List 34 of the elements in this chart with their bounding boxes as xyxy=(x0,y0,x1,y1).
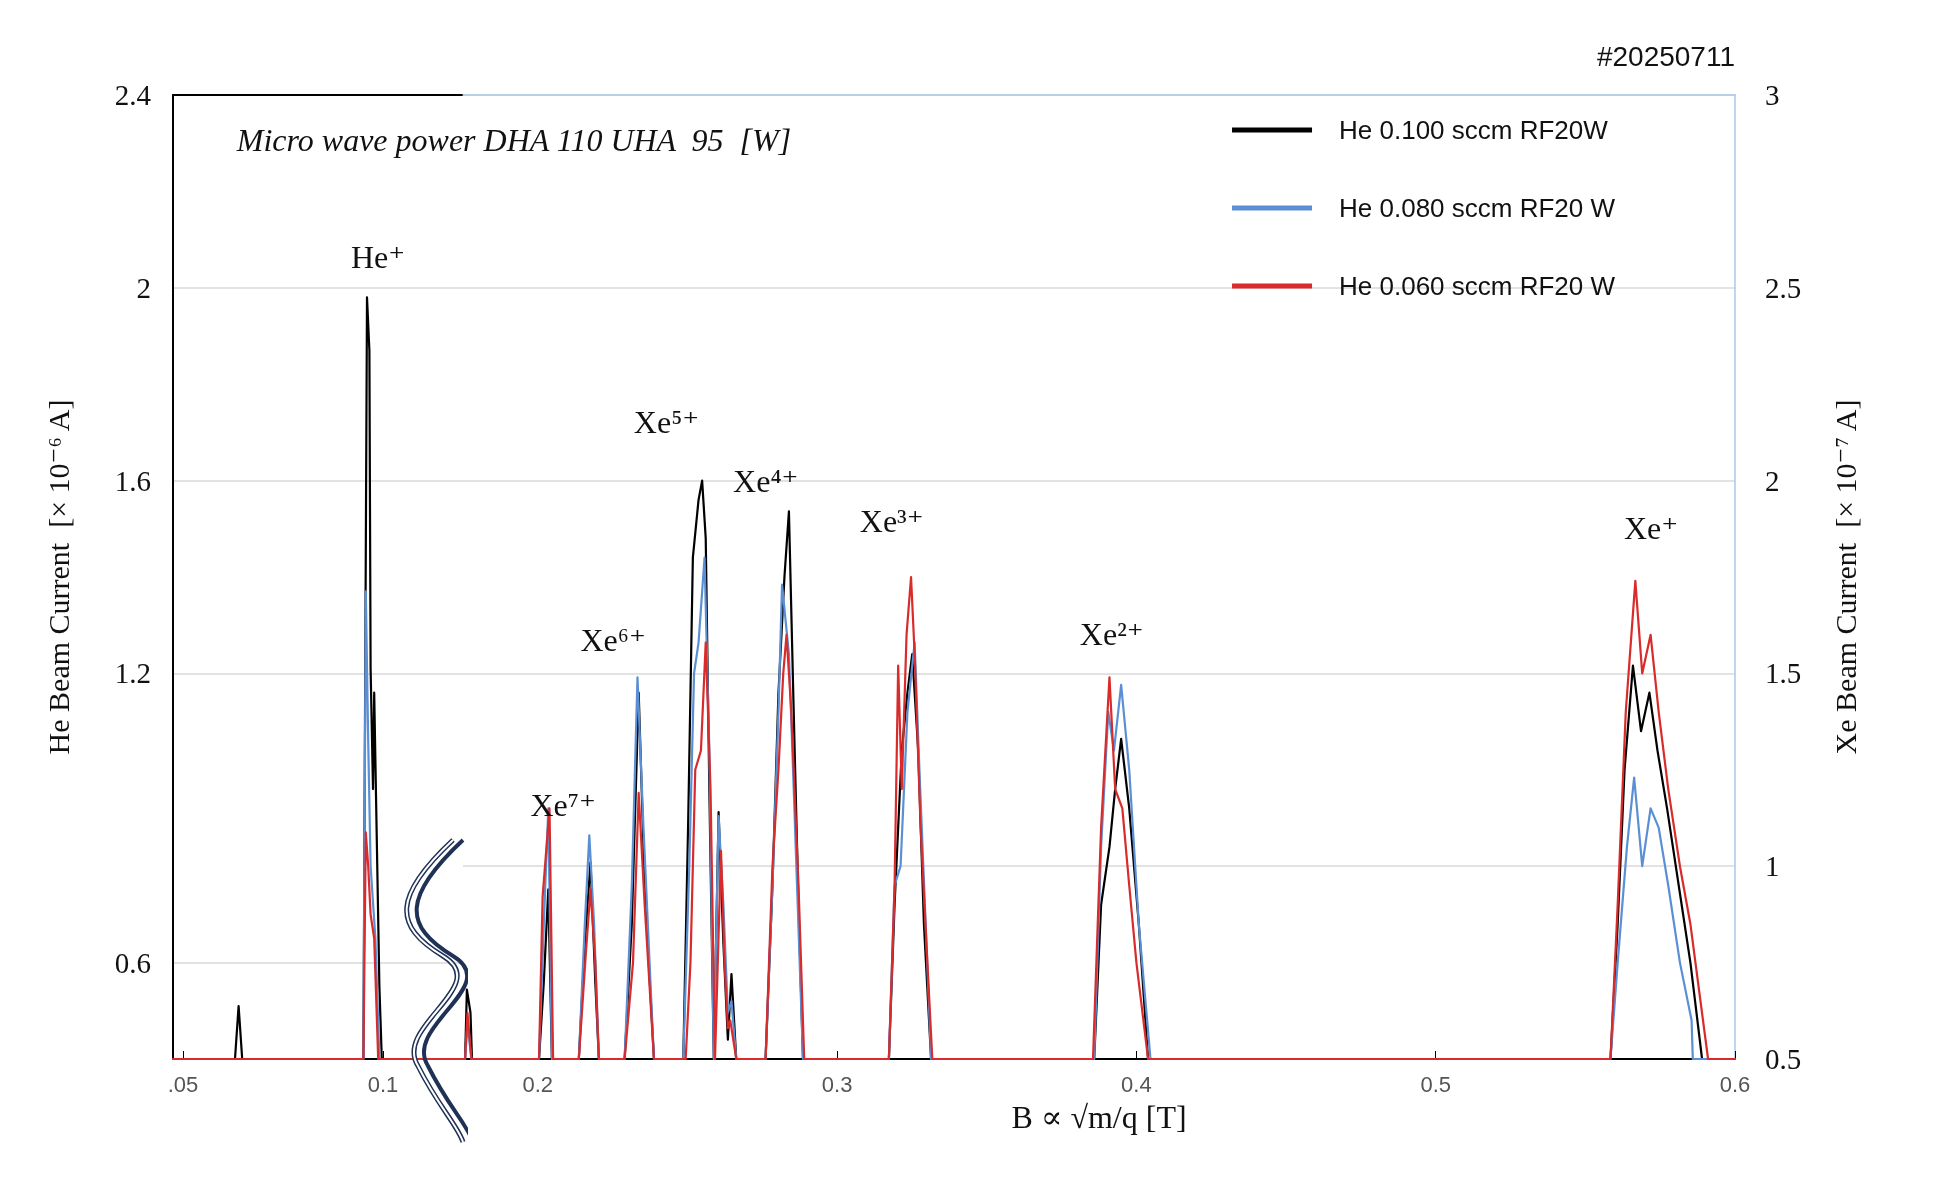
y-tick-label: 2.4 xyxy=(114,79,152,111)
x-tick-label: 0.6 xyxy=(1719,1071,1751,1097)
annotation: Xe⁺ xyxy=(1623,510,1679,546)
x-axis-title: B ∝ √m/q [T] xyxy=(1011,1099,1187,1135)
x-tick-label: 0.5 xyxy=(1420,1071,1451,1097)
annotation: Xe⁶⁺ xyxy=(580,622,646,658)
y2-axis-title: Xe Beam Current [× 10⁻⁷ A] xyxy=(1828,399,1862,755)
y2-tick-label: 0.5 xyxy=(1765,1043,1802,1075)
legend-label: He 0.100 sccm RF20W xyxy=(1339,115,1609,145)
y2-tick-label: 2 xyxy=(1765,464,1780,497)
annotation: Xe²⁺ xyxy=(1079,616,1144,652)
y-tick-label: 1.2 xyxy=(114,657,151,690)
y2-tick-label: 2.5 xyxy=(1765,271,1802,304)
x-tick-label: 0.2 xyxy=(522,1071,554,1097)
x-tick-label: 0.4 xyxy=(1121,1071,1152,1097)
x-tick-label: 0.3 xyxy=(821,1071,853,1097)
y2-tick-label: 1 xyxy=(1765,850,1780,883)
annotation: Xe⁴⁺ xyxy=(733,463,799,499)
y2-tick-label: 3 xyxy=(1765,79,1780,111)
y2-tick-label: 1.5 xyxy=(1765,657,1802,690)
annotation: Xe³⁺ xyxy=(859,503,924,539)
y-tick-label: 0.6 xyxy=(114,946,151,979)
annotation: He⁺ xyxy=(350,239,406,275)
annotation: Xe⁷⁺ xyxy=(530,787,596,823)
annotation: Xe⁵⁺ xyxy=(633,404,700,440)
text: #20250711 xyxy=(1596,40,1735,72)
y-tick-label: 1.6 xyxy=(114,464,151,497)
legend-label: He 0.060 sccm RF20 W xyxy=(1339,271,1616,301)
x-tick-label: 0.1 xyxy=(367,1071,399,1097)
annotation: Micro wave power DHA 110 UHA 95 [W] xyxy=(235,122,792,158)
legend-label: He 0.080 sccm RF20 W xyxy=(1339,193,1616,223)
y-axis-title: He Beam Current [× 10⁻⁶ A] xyxy=(41,399,75,755)
x-tick-label: .05 xyxy=(167,1071,199,1097)
y-tick-label: 2 xyxy=(136,271,151,304)
